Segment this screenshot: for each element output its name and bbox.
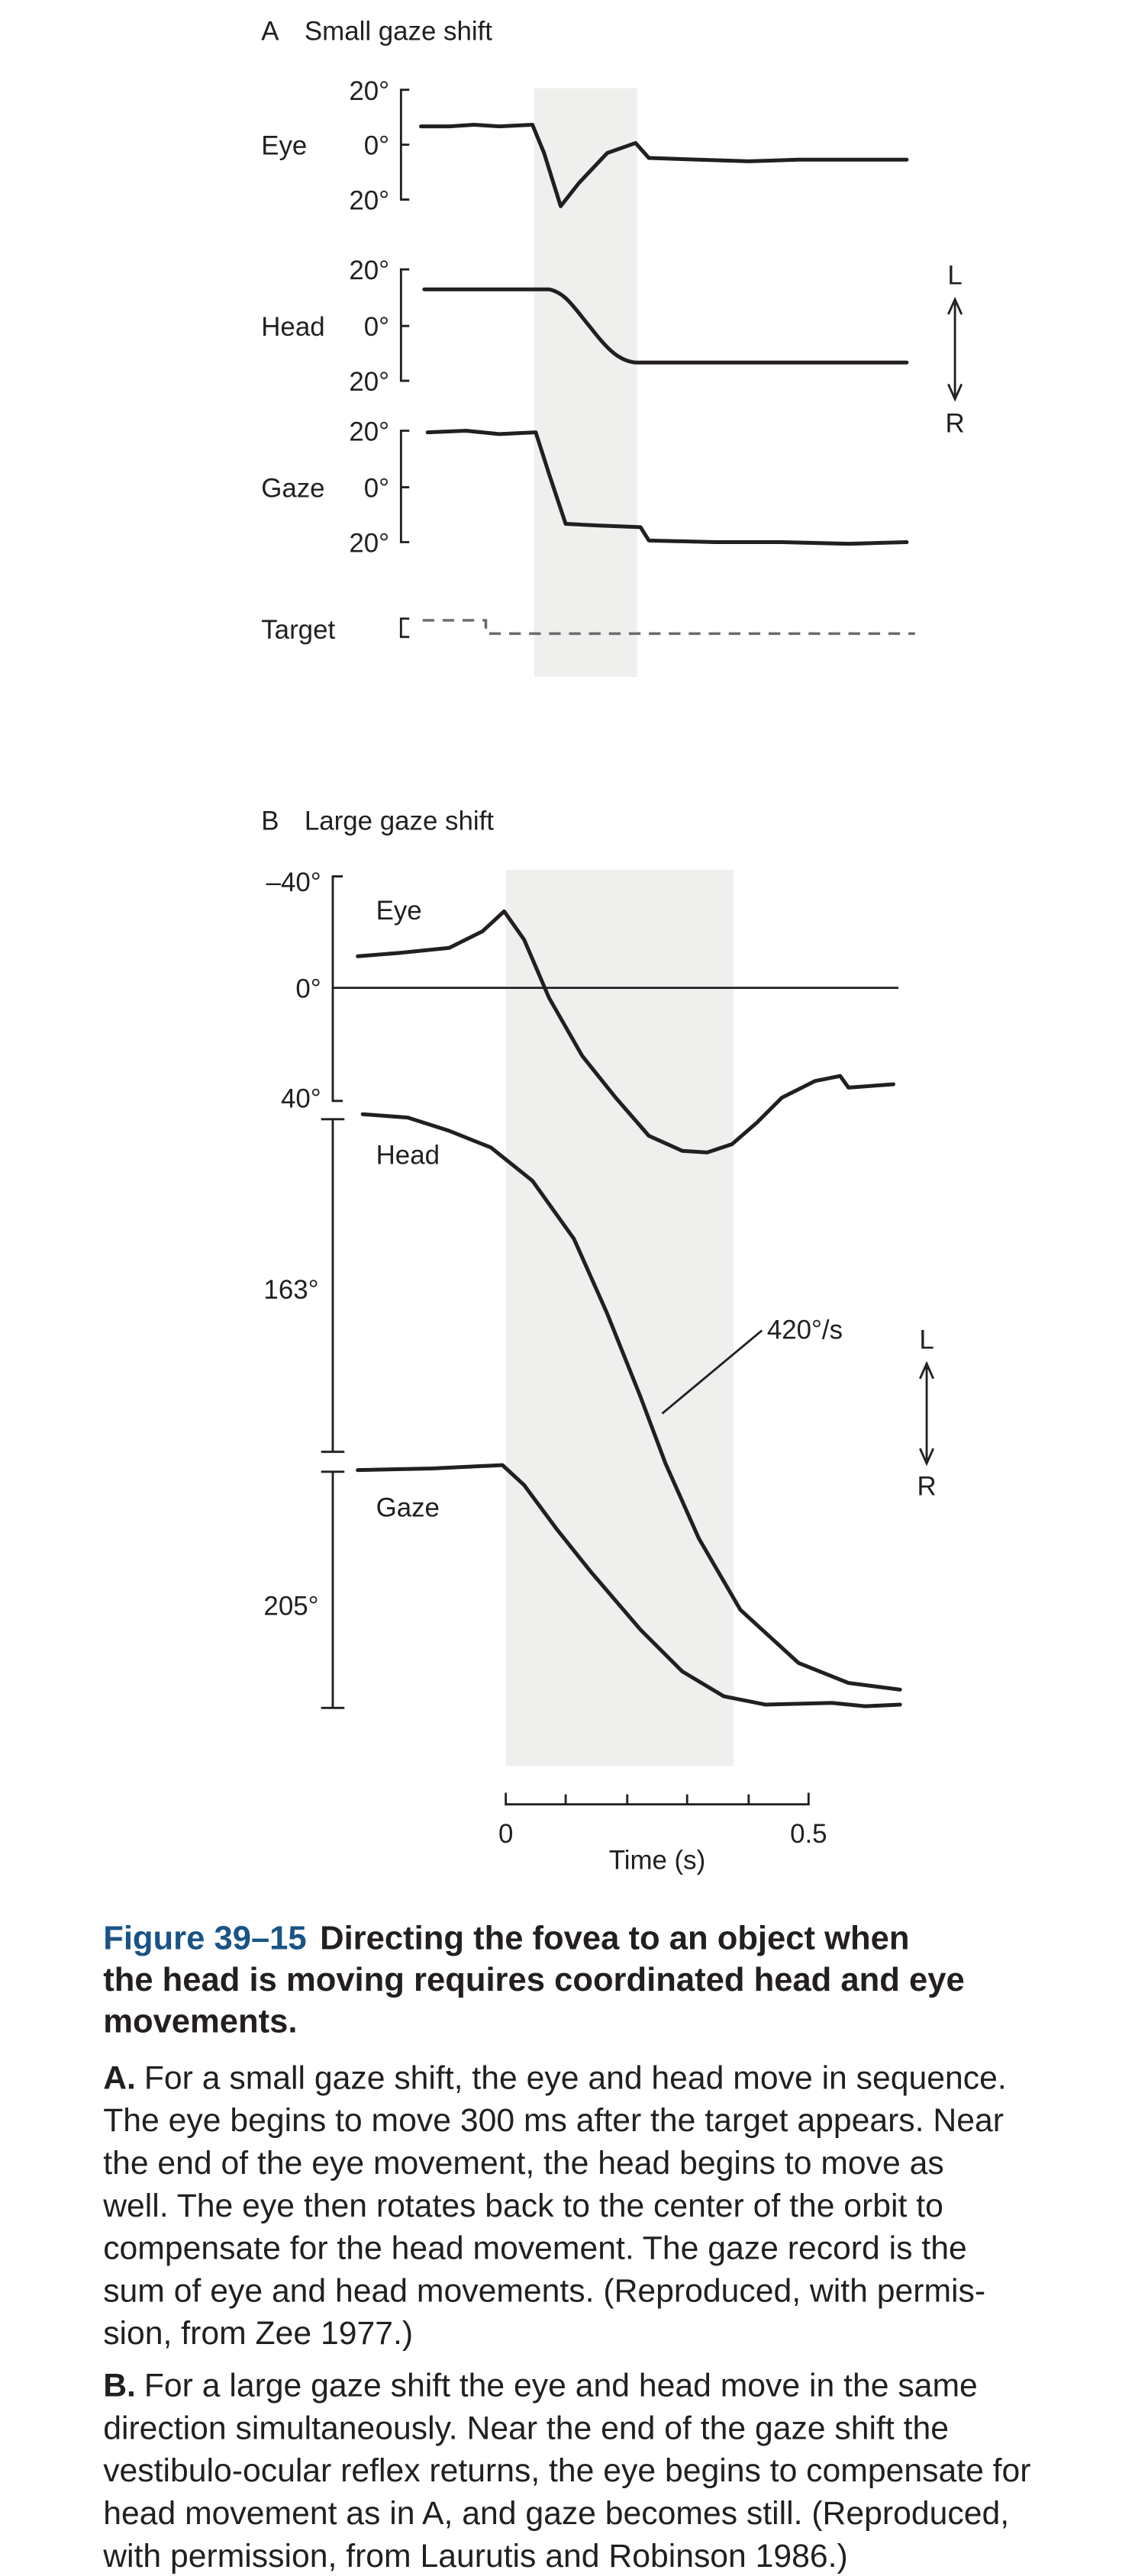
panel-letter: A [261,16,279,46]
direction-label: L [947,261,962,291]
paragraph-label: B. [103,2368,136,2404]
caption-text: For a small gaze shift, the eye and head… [144,2059,1007,2096]
caption-line: with permission, from Laurutis and Robin… [102,2538,848,2574]
direction-label: R [917,1471,936,1501]
scale-label: 20° [349,417,389,447]
target-trace [422,619,915,636]
scale-label: 20° [349,76,389,106]
tick-label: 0 [498,1819,513,1849]
axis-title: Time (s) [609,1846,706,1876]
caption-title-line: the head is moving requires coordinated … [103,1962,964,1998]
scale-bracket [321,1118,345,1454]
scale-label: 0° [364,474,389,504]
caption-paragraph: B. For a large gaze shift the eye and hea… [102,2368,1030,2574]
scale-bracket [399,430,410,543]
trace-label: Head [376,1141,440,1170]
trace-label: Eye [376,896,422,926]
caption-line: head movement as in A, and gaze becomes … [103,2495,1009,2532]
paragraph-label: A. [103,2059,136,2096]
trace-label: Gaze [261,474,324,504]
scale-label: 20° [349,367,389,397]
trace-label: Target [261,615,335,645]
direction-label: L [919,1325,934,1355]
caption-title-line: Directing the fovea to an object when [320,1920,909,1956]
eye-trace [418,122,909,208]
caption-line: the end of the eye movement, the head be… [103,2145,944,2182]
panel-title: Large gaze shift [305,807,494,836]
scale-label: 20° [349,256,389,285]
time-axis [505,1792,810,1806]
head-trace [360,1112,902,1692]
target-bracket [399,617,410,639]
caption-line: A. For a small gaze shift, the eye and he… [103,2059,1007,2096]
head-trace [422,287,909,365]
scale-label: 0° [364,312,389,342]
tick-label: 0.5 [790,1819,827,1849]
direction-label: R [946,409,965,439]
scale-label: 20° [349,529,389,559]
scale-bracket [399,89,410,201]
scale-label: –40° [266,868,321,897]
panel-letter: B [261,807,279,836]
caption-line: sum of eye and head movements. (Reproduc… [103,2272,985,2309]
scale-label: 163° [263,1275,318,1305]
shaded-interval [505,869,734,1766]
caption-line: The eye begins to move 300 ms after the … [103,2102,1004,2139]
trace-label: Eye [261,131,307,161]
scale-bracket [399,268,410,382]
caption-title: Figure 39–15 Directing the fovea to an ob… [103,1920,909,1956]
gaze-trace [356,1463,902,1708]
eye-trace [356,909,895,1154]
caption-title-line: movements. [103,2003,297,2040]
caption-paragraph: A. For a small gaze shift, the eye and he… [102,2059,1007,2352]
trace-label: Gaze [376,1493,440,1523]
scale-label: 20° [349,186,389,216]
annotation: 420°/s [767,1315,843,1344]
caption-line: direction simultaneously. Near the end o… [103,2410,949,2446]
direction-arrow [919,1360,935,1467]
direction-arrow [947,296,963,402]
scale-label: 205° [263,1591,318,1621]
shaded-interval [534,88,637,678]
caption-line: sion, from Zee 1977.) [103,2315,413,2352]
caption-line: B. For a large gaze shift the eye and hea… [103,2368,978,2404]
trace-label: Head [261,312,324,342]
caption-line: well. The eye then rotates back to the c… [102,2188,943,2224]
caption-line: vestibulo-ocular reflex returns, the eye… [103,2452,1030,2489]
scale-label: 0° [364,131,389,161]
scale-label: 0° [295,974,321,1004]
scale-bracket [321,1470,345,1709]
gaze-trace [425,428,909,546]
annotation-line [661,1329,763,1415]
scale-label: 40° [281,1084,321,1114]
caption-line: compensate for the head movement. The ga… [103,2230,967,2267]
figure-number: Figure 39–15 [103,1920,306,1956]
panel-title: Small gaze shift [305,16,492,46]
caption-text: For a large gaze shift the eye and head … [144,2368,978,2404]
